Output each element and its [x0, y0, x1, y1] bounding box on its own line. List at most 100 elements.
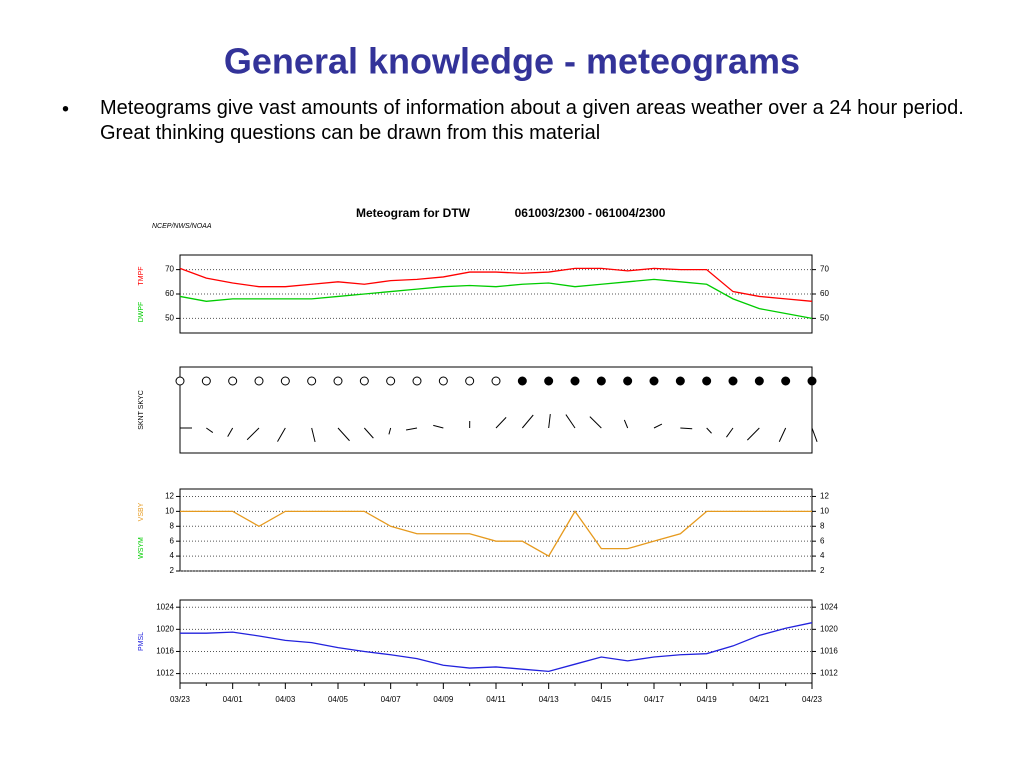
x-tick-label: 04/19: [697, 695, 718, 704]
sky-symbol: [545, 377, 553, 385]
series-line: [180, 623, 812, 672]
wind-barb: [206, 428, 212, 433]
x-tick-label: 04/21: [749, 695, 770, 704]
y-tick-label: 50: [165, 313, 174, 322]
x-tick-label: 04/09: [433, 695, 454, 704]
wind-barb: [433, 425, 443, 428]
bullet-text: Meteograms give vast amounts of informat…: [100, 96, 980, 146]
y-tick-label: 1020: [156, 624, 174, 633]
sky-symbol: [492, 377, 500, 385]
y-tick-label-right: 1024: [820, 602, 838, 611]
sky-symbol: [729, 377, 737, 385]
wind-barb: [364, 428, 373, 438]
sky-symbol: [176, 377, 184, 385]
series-label: VSBY: [138, 502, 145, 521]
wind-barb: [406, 428, 417, 430]
sky-symbol: [518, 377, 526, 385]
sky-symbol: [255, 377, 263, 385]
wind-barb: [496, 417, 506, 428]
sky-symbol: [755, 377, 763, 385]
sky-symbol: [387, 377, 395, 385]
sky-symbol: [571, 377, 579, 385]
sky-symbol: [202, 377, 210, 385]
sky-symbol: [597, 377, 605, 385]
wind-barb: [624, 420, 627, 428]
wind-barb: [726, 428, 733, 437]
sky-symbol: [676, 377, 684, 385]
wind-barb: [590, 417, 601, 428]
x-tick-label: 04/03: [275, 695, 296, 704]
wind-barb: [389, 428, 391, 434]
y-tick-label: 60: [165, 289, 174, 298]
y-tick-label: 1016: [156, 647, 174, 656]
y-tick-label: 70: [165, 265, 174, 274]
y-tick-label-right: 8: [820, 521, 825, 530]
wind-barb: [277, 428, 285, 442]
sky-symbol: [229, 377, 237, 385]
x-tick-label: 04/13: [539, 695, 560, 704]
sky-symbol: [281, 377, 289, 385]
y-tick-label: 1012: [156, 669, 174, 678]
wind-barb: [247, 428, 259, 440]
x-tick-label: 04/17: [644, 695, 665, 704]
sky-symbol: [466, 377, 474, 385]
series-line: [180, 268, 812, 301]
y-tick-label-right: 6: [820, 536, 825, 545]
sky-symbol: [360, 377, 368, 385]
y-tick-label-right: 10: [820, 506, 829, 515]
y-tick-label: 10: [165, 506, 174, 515]
series-label: PMSL: [138, 632, 145, 651]
panel-frame: [180, 600, 812, 683]
y-tick-label: 12: [165, 492, 174, 501]
sky-symbol: [624, 377, 632, 385]
series-label: TMPF: [138, 266, 145, 285]
x-tick-label: 04/01: [223, 695, 244, 704]
y-tick-label-right: 4: [820, 551, 825, 560]
bullet-box: Meteograms give vast amounts of informat…: [100, 96, 980, 186]
y-tick-label-right: 60: [820, 289, 829, 298]
x-tick-label: 04/05: [328, 695, 349, 704]
wind-barb: [522, 415, 533, 428]
y-tick-label-right: 2: [820, 566, 825, 575]
series-line: [180, 511, 812, 556]
sky-symbol: [703, 377, 711, 385]
y-tick-label-right: 1016: [820, 647, 838, 656]
wind-barb: [654, 424, 662, 428]
y-tick-label-right: 1012: [820, 669, 838, 678]
series-label: WSYM: [138, 537, 145, 559]
x-tick-label: 04/07: [381, 695, 402, 704]
sky-symbol: [782, 377, 790, 385]
sky-symbol: [650, 377, 658, 385]
wind-barb: [338, 428, 350, 441]
slide-title: General knowledge - meteograms: [224, 41, 800, 82]
sky-symbol: [808, 377, 816, 385]
y-tick-label-right: 12: [820, 492, 829, 501]
sky-symbol: [439, 377, 447, 385]
x-tick-label: 04/11: [486, 695, 506, 704]
y-tick-label: 2: [170, 566, 175, 575]
wind-barb: [812, 428, 817, 442]
y-tick-label-right: 50: [820, 313, 829, 322]
wind-barb: [228, 428, 233, 437]
wind-barb: [566, 415, 575, 428]
meteogram-period: 061003/2300 - 061004/2300: [515, 206, 666, 220]
source: NCEP/NWS/NOAA: [152, 223, 212, 230]
sky-symbol: [413, 377, 421, 385]
y-tick-label-right: 1020: [820, 624, 838, 633]
wind-barb: [747, 428, 759, 440]
wind-barb: [707, 428, 712, 433]
y-tick-label: 1024: [156, 602, 174, 611]
wind-barb: [312, 428, 315, 442]
x-tick-label: 04/15: [591, 695, 612, 704]
series-line: [180, 279, 812, 318]
y-tick-label-right: 70: [820, 265, 829, 274]
y-tick-label: 8: [170, 521, 175, 530]
sky-symbol: [308, 377, 316, 385]
bullet-dot: •: [62, 98, 69, 120]
panel-frame: [180, 489, 812, 571]
wind-barb: [680, 428, 692, 429]
panel-label: SKNT SKYC: [138, 390, 145, 430]
y-tick-label: 6: [170, 536, 175, 545]
